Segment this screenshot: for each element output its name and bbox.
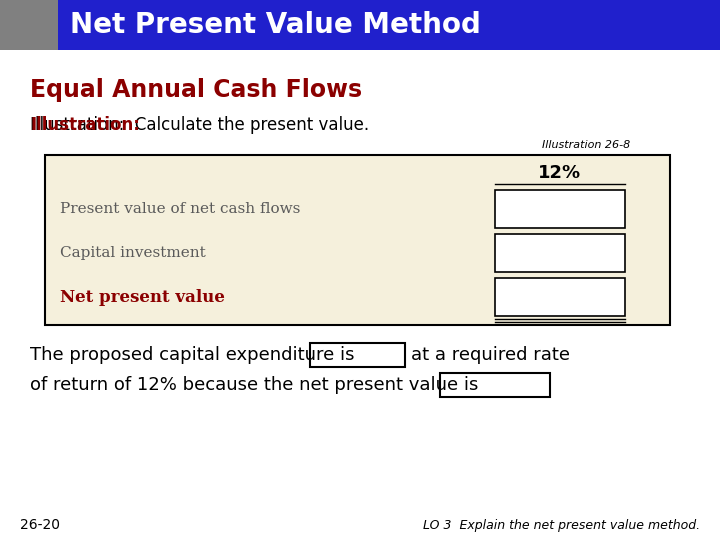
Text: Net present value: Net present value — [60, 288, 225, 306]
Bar — [495, 234, 625, 272]
Text: Illustration:: Illustration: — [30, 116, 140, 134]
Text: 12%: 12% — [539, 164, 582, 182]
Bar — [495, 278, 625, 316]
Bar — [0, 0, 58, 50]
Bar — [495, 190, 625, 228]
Text: at a required rate: at a required rate — [411, 346, 570, 364]
Text: LO 3  Explain the net present value method.: LO 3 Explain the net present value metho… — [423, 518, 700, 531]
Text: Illustration 26-8: Illustration 26-8 — [541, 140, 630, 150]
Text: Equal Annual Cash Flows: Equal Annual Cash Flows — [30, 78, 362, 102]
Text: Capital investment: Capital investment — [60, 246, 206, 260]
Bar — [310, 343, 405, 367]
Text: The proposed capital expenditure is: The proposed capital expenditure is — [30, 346, 354, 364]
Text: Illustration:  Calculate the present value.: Illustration: Calculate the present valu… — [30, 116, 369, 134]
Bar — [440, 373, 550, 397]
Text: Net Present Value Method: Net Present Value Method — [70, 11, 481, 39]
Bar — [0, 0, 720, 50]
Bar — [45, 155, 670, 325]
Text: Present value of net cash flows: Present value of net cash flows — [60, 202, 300, 216]
Text: 26-20: 26-20 — [20, 518, 60, 532]
Text: of return of 12% because the net present value is: of return of 12% because the net present… — [30, 376, 478, 394]
